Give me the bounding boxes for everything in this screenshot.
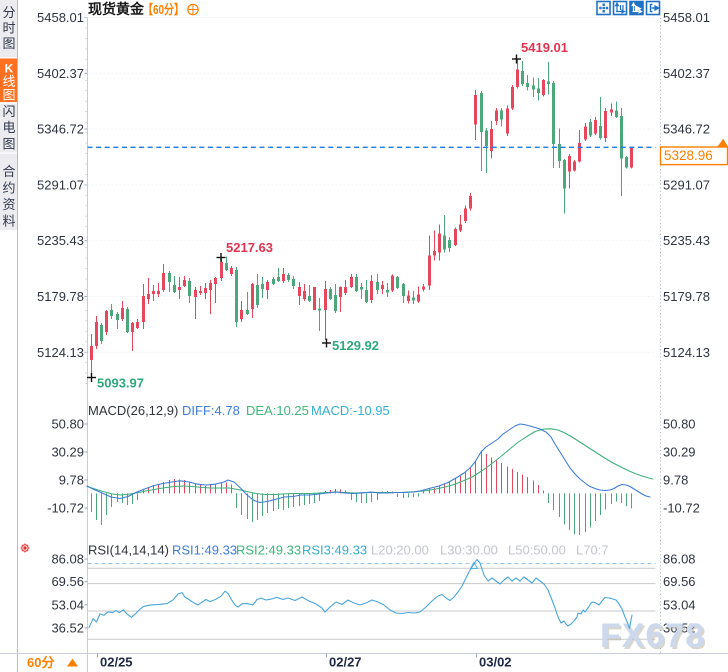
svg-text:合: 合 (2, 164, 15, 179)
svg-text:时: 时 (2, 21, 15, 36)
svg-text:-10.72: -10.72 (47, 501, 84, 516)
svg-text:5458.01: 5458.01 (663, 10, 710, 25)
svg-text:53.04: 53.04 (51, 597, 84, 612)
svg-text:5179.78: 5179.78 (37, 289, 84, 304)
svg-text:5291.07: 5291.07 (663, 177, 710, 192)
svg-text:02/25: 02/25 (100, 655, 133, 670)
svg-text:5217.63: 5217.63 (226, 240, 273, 255)
svg-text:5402.37: 5402.37 (37, 66, 84, 81)
svg-text:RSI1:49.33: RSI1:49.33 (172, 543, 237, 558)
svg-text:5235.43: 5235.43 (37, 233, 84, 248)
svg-text:9.78: 9.78 (59, 473, 84, 488)
svg-text:L20:20.00: L20:20.00 (371, 543, 429, 558)
svg-text:36.52: 36.52 (51, 620, 84, 635)
svg-text:DEA:10.25: DEA:10.25 (246, 403, 309, 418)
svg-text:FX678: FX678 (600, 617, 705, 655)
svg-text:K: K (5, 62, 14, 76)
svg-text:5291.07: 5291.07 (37, 177, 84, 192)
svg-text:闪: 闪 (2, 104, 15, 119)
svg-text:图: 图 (2, 36, 15, 51)
svg-text:53.04: 53.04 (663, 597, 696, 612)
svg-text:L30:30.00: L30:30.00 (440, 543, 498, 558)
svg-text:FX678: FX678 (602, 619, 707, 657)
svg-text:03/02: 03/02 (479, 655, 512, 670)
svg-text:资: 资 (2, 197, 15, 212)
svg-text:5093.97: 5093.97 (97, 376, 144, 391)
svg-text:MACD(26,12,9): MACD(26,12,9) (88, 403, 178, 418)
svg-text:-10.72: -10.72 (663, 501, 700, 516)
svg-text:60分: 60分 (27, 655, 54, 670)
svg-text:图: 图 (2, 136, 15, 151)
svg-text:RSI2:49.33: RSI2:49.33 (236, 543, 301, 558)
svg-text:5235.43: 5235.43 (663, 233, 710, 248)
svg-text:86.08: 86.08 (51, 552, 84, 567)
svg-text:【60分】: 【60分】 (143, 2, 184, 17)
svg-text:5129.92: 5129.92 (332, 338, 379, 353)
svg-text:30.29: 30.29 (51, 445, 84, 460)
svg-text:86.08: 86.08 (663, 552, 696, 567)
svg-text:5124.13: 5124.13 (37, 345, 84, 360)
svg-text:料: 料 (2, 214, 15, 229)
svg-text:5419.01: 5419.01 (521, 40, 568, 55)
svg-text:电: 电 (2, 120, 15, 135)
svg-text:9.78: 9.78 (663, 473, 688, 488)
svg-text:RSI(14,14,14): RSI(14,14,14) (88, 543, 169, 558)
svg-text:5346.72: 5346.72 (663, 122, 710, 137)
svg-text:DIFF:4.78: DIFF:4.78 (182, 403, 240, 418)
svg-text:5328.96: 5328.96 (664, 148, 713, 163)
svg-text:现货黄金: 现货黄金 (88, 1, 145, 17)
svg-text:50.80: 50.80 (663, 417, 696, 432)
svg-text:50.80: 50.80 (51, 417, 84, 432)
svg-text:分: 分 (2, 5, 15, 20)
svg-text:5458.01: 5458.01 (37, 10, 84, 25)
svg-text:MACD:-10.95: MACD:-10.95 (311, 403, 390, 418)
svg-text:L70:7: L70:7 (576, 543, 609, 558)
svg-text:36.52: 36.52 (663, 620, 696, 635)
svg-text:图: 图 (2, 88, 15, 103)
svg-text:L50:50.00: L50:50.00 (508, 543, 566, 558)
svg-text:5346.72: 5346.72 (37, 122, 84, 137)
svg-text:5402.37: 5402.37 (663, 66, 710, 81)
svg-text:30.29: 30.29 (663, 445, 696, 460)
svg-text:5124.13: 5124.13 (663, 345, 710, 360)
svg-text:69.56: 69.56 (51, 574, 84, 589)
svg-text:5179.78: 5179.78 (663, 289, 710, 304)
svg-text:02/27: 02/27 (329, 655, 362, 670)
svg-text:线: 线 (2, 74, 15, 89)
svg-text:约: 约 (2, 181, 15, 196)
svg-text:RSI3:49.33: RSI3:49.33 (302, 543, 367, 558)
svg-text:69.56: 69.56 (663, 574, 696, 589)
